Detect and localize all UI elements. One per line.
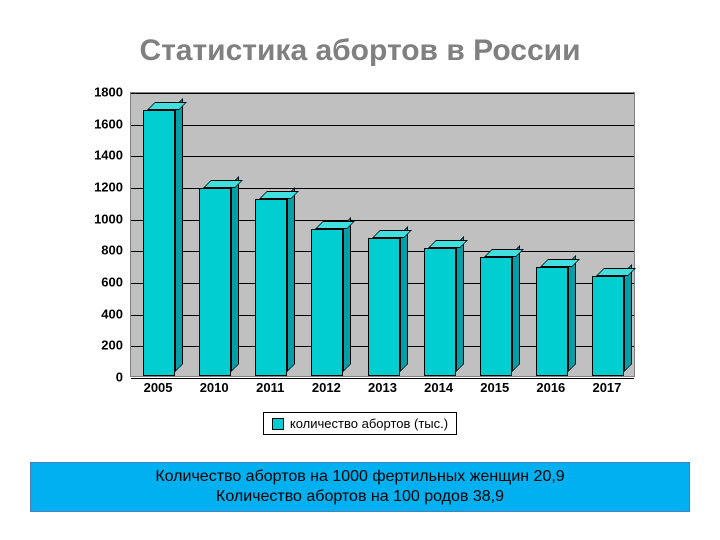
grid-line (131, 378, 634, 379)
y-tick-label: 600 (75, 275, 123, 290)
y-tick-label: 1400 (75, 148, 123, 163)
legend-swatch (272, 418, 284, 430)
bar-front (480, 257, 512, 376)
bar (536, 259, 576, 376)
bar-side (231, 176, 239, 372)
x-tick-label: 2011 (256, 380, 284, 395)
x-tick-label: 2016 (536, 380, 565, 395)
legend: количество абортов (тыс.) (263, 412, 457, 435)
x-tick-label: 2014 (424, 380, 453, 395)
caption-line-2: Количество абортов на 100 родов 38,9 (41, 487, 679, 507)
bar-front (143, 110, 175, 376)
bar-side (512, 245, 520, 372)
bar-side (624, 264, 632, 372)
bar (592, 268, 632, 376)
y-tick-label: 0 (75, 370, 123, 385)
y-tick-label: 800 (75, 243, 123, 258)
bar-front (311, 229, 343, 376)
legend-label: количество абортов (тыс.) (290, 416, 448, 431)
bar (368, 230, 408, 376)
x-tick-label: 2015 (480, 380, 509, 395)
y-tick-label: 1000 (75, 211, 123, 226)
y-tick-label: 1600 (75, 116, 123, 131)
bar-side (568, 255, 576, 372)
bar-side (175, 98, 183, 372)
plot-area (130, 92, 635, 377)
page-title: Статистика абортов в России (40, 34, 680, 68)
bar (199, 180, 239, 376)
x-axis-labels: 2005 2010 2011 2012 2013 2014 2015 2016 2017 (130, 380, 635, 400)
bar-front (199, 188, 231, 376)
chart-area: 020040060080010001200140016001800 200520… (75, 84, 645, 404)
slide: Статистика абортов в России 0 200 400 600 80… (0, 0, 720, 540)
caption-line-1: Количество абортов на 1000 фертильных же… (41, 467, 679, 487)
bar-front (592, 276, 624, 376)
x-tick-label: 2012 (312, 380, 341, 395)
chart-container: 020040060080010001200140016001800 200520… (75, 84, 645, 435)
bar-front (368, 238, 400, 376)
y-tick-label: 1800 (75, 85, 123, 100)
bar-side (456, 236, 464, 372)
x-tick-label: 2017 (592, 380, 621, 395)
bar (143, 102, 183, 376)
bar-front (255, 199, 287, 376)
y-tick-label: 1200 (75, 180, 123, 195)
bar-side (287, 187, 295, 372)
grid-line (131, 125, 634, 126)
x-tick-label: 2013 (368, 380, 397, 395)
bar (311, 221, 351, 376)
caption-box: Количество абортов на 1000 фертильных же… (30, 462, 690, 512)
bar-side (343, 217, 351, 372)
bar (255, 191, 295, 376)
bar (424, 240, 464, 376)
bar-front (536, 267, 568, 376)
bar (480, 249, 520, 376)
bar-side (400, 226, 408, 372)
y-tick-label: 400 (75, 306, 123, 321)
x-tick-label: 2010 (200, 380, 229, 395)
grid-line (131, 93, 634, 94)
x-tick-label: 2005 (144, 380, 173, 395)
grid-line (131, 156, 634, 157)
y-tick-label: 200 (75, 338, 123, 353)
bar-front (424, 248, 456, 376)
